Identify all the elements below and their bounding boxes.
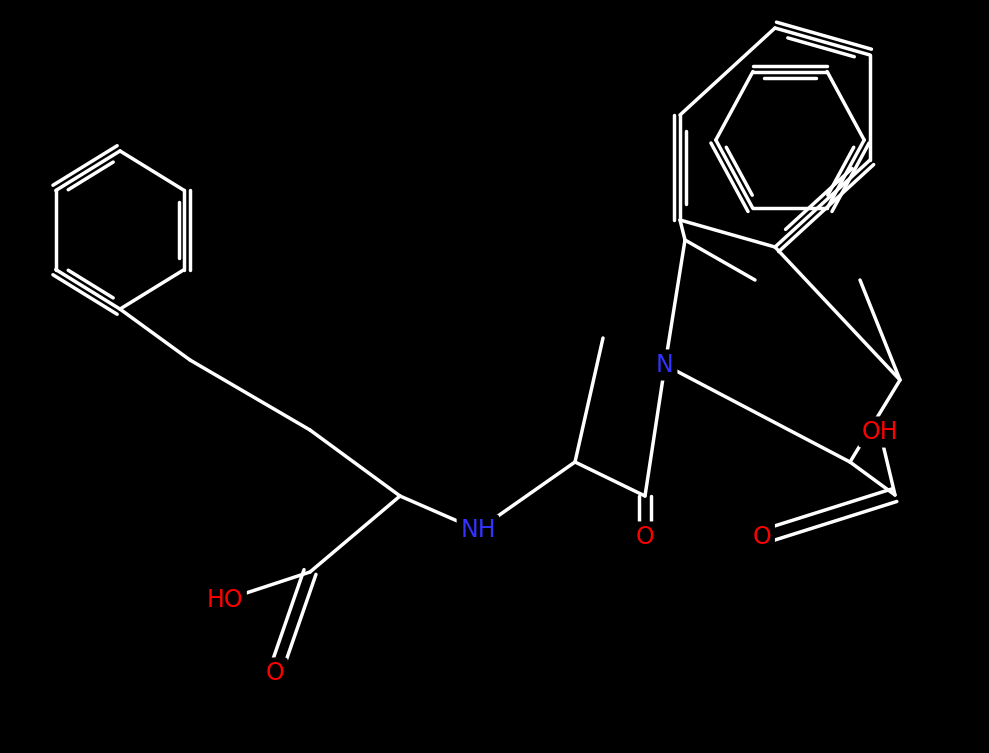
Text: N: N <box>656 353 674 377</box>
Text: HO: HO <box>207 588 243 612</box>
Text: O: O <box>636 525 655 549</box>
Text: O: O <box>753 525 771 549</box>
Text: NH: NH <box>460 518 495 542</box>
Text: OH: OH <box>861 420 898 444</box>
Text: O: O <box>266 661 285 685</box>
